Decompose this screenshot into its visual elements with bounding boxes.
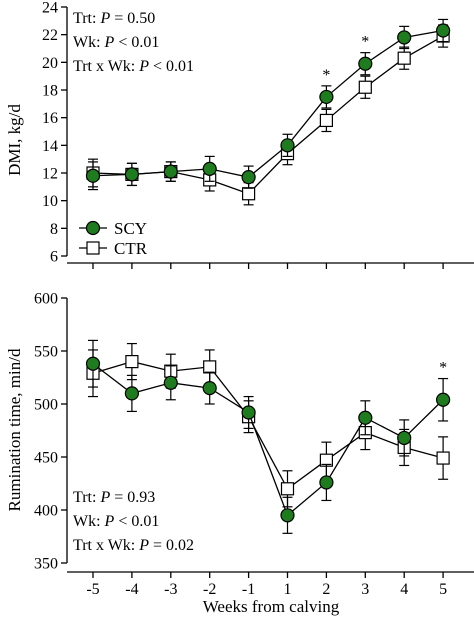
dmi-series-ctr [86, 24, 450, 206]
rumination-line-scy [92, 363, 444, 517]
dmi-point-ctr [358, 80, 372, 94]
rumination-y-tick-label: 550 [34, 344, 58, 361]
dmi-axes: 6 8 10 12 14 16 18 20 22 24 [42, 0, 474, 269]
dmi-point-scy [163, 164, 178, 179]
dmi-y-tick-label: 24 [42, 0, 58, 17]
x-tick-label: -4 [125, 581, 138, 598]
dmi-point-scy [202, 161, 217, 176]
rumination-stats: Trt: P = 0.93 Wk: P < 0.01 Trt x Wk: P =… [73, 489, 194, 554]
dmi-significance-star: * [361, 34, 369, 51]
rumination-point-ctr [280, 482, 295, 496]
dmi-series: ** [85, 18, 451, 206]
rumination-point-scy [241, 405, 256, 420]
dmi-point-ctr [242, 187, 256, 201]
dmi-significance-star: * [322, 67, 330, 84]
dmi-point-ctr [397, 51, 411, 65]
dmi-stat-trt: Trt: P = 0.50 [73, 10, 155, 27]
rumination-point-scy [163, 375, 178, 390]
dmi-y-tick-label: 10 [42, 193, 58, 210]
x-axis-title: Weeks from calving [203, 597, 340, 616]
x-tick-label: -1 [242, 581, 255, 598]
dmi-y-axis-title: DMI, kg/d [5, 104, 24, 176]
legend-item-ctr: CTR [79, 239, 148, 258]
dmi-y-tick-label: 20 [42, 55, 58, 72]
rumination-point-ctr [436, 451, 450, 465]
x-tick-label: -5 [86, 581, 99, 598]
rumination-series-ctr [86, 342, 450, 508]
x-tick-label: 5 [439, 581, 447, 598]
dmi-y-tick-label: 22 [42, 27, 58, 44]
rumination-y-tick-label: 500 [34, 397, 58, 414]
rumination-line-ctr [92, 360, 444, 490]
rumination-stat-trt: Trt: P = 0.93 [73, 489, 155, 506]
dmi-y-tick-label: 6 [50, 249, 58, 266]
legend: SCY CTR [79, 219, 148, 258]
rumination-point-scy [436, 392, 451, 407]
dmi-y-tick-label: 18 [42, 83, 58, 100]
rumination-point-scy [124, 386, 139, 401]
x-tick-label: 4 [400, 581, 408, 598]
dmi-y-tick-label: 16 [42, 110, 58, 127]
dmi-stat-wk: Wk: P < 0.01 [73, 34, 159, 51]
dmi-point-scy [358, 56, 373, 71]
rumination-point-scy [280, 508, 295, 523]
x-tick-label: -3 [164, 581, 177, 598]
rumination-y-tick-label: 600 [34, 291, 58, 308]
dmi-series-scy [85, 18, 451, 191]
rumination-point-scy [397, 430, 412, 446]
rumination-point-scy [85, 356, 101, 371]
legend-item-scy: SCY [79, 219, 147, 238]
x-tick-label: 3 [361, 581, 369, 598]
legend-ctr-marker [86, 241, 100, 255]
dmi-y-tick-label: 8 [50, 221, 58, 238]
legend-scy-marker [85, 220, 101, 236]
rumination-point-scy [358, 410, 373, 425]
dmi-y-tick-label: 12 [42, 166, 58, 183]
rumination-significance-star: * [439, 360, 447, 377]
rumination-stat-interaction: Trt x Wk: P = 0.02 [73, 537, 194, 554]
rumination-point-ctr [125, 355, 139, 369]
dmi-stats: Trt: P = 0.50 Wk: P < 0.01 Trt x Wk: P <… [73, 10, 194, 75]
dmi-point-ctr [319, 113, 333, 128]
dmi-stat-interaction: Trt x Wk: P < 0.01 [73, 58, 194, 75]
dmi-point-scy [319, 89, 334, 105]
dmi-point-scy [124, 167, 139, 182]
rumination-panel: 350 400 450 500 550 600 -5 -4 -3 -2 -1 1 2 3 4 5 * Rumi… [5, 291, 474, 616]
rumination-point-scy [202, 381, 217, 396]
rumination-y-tick-label: 350 [34, 556, 58, 573]
dmi-point-scy [436, 23, 451, 38]
dmi-point-scy [280, 138, 295, 153]
rumination-point-ctr [203, 360, 217, 374]
dmi-y-tick-label: 14 [42, 138, 58, 155]
legend-scy-label: SCY [114, 219, 147, 238]
dmi-point-scy [397, 30, 412, 45]
rumination-axes: 350 400 450 500 550 600 -5 -4 -3 -2 -1 1 2 3 4 5 [34, 291, 474, 598]
rumination-series-scy [85, 339, 451, 534]
legend-ctr-label: CTR [114, 239, 148, 258]
dmi-point-scy [85, 168, 101, 183]
x-tick-label: -2 [203, 581, 216, 598]
dmi-line-scy [92, 29, 444, 178]
rumination-y-axis-title: Rumination time, min/d [5, 348, 24, 511]
x-tick-label: 2 [322, 581, 330, 598]
rumination-point-scy [319, 475, 334, 490]
dmi-point-scy [241, 170, 256, 185]
rumination-y-tick-label: 400 [34, 503, 58, 520]
rumination-series: * [85, 339, 451, 534]
x-tick-label: 1 [284, 581, 292, 598]
rumination-stat-wk: Wk: P < 0.01 [73, 513, 159, 530]
rumination-y-tick-label: 450 [34, 450, 58, 467]
